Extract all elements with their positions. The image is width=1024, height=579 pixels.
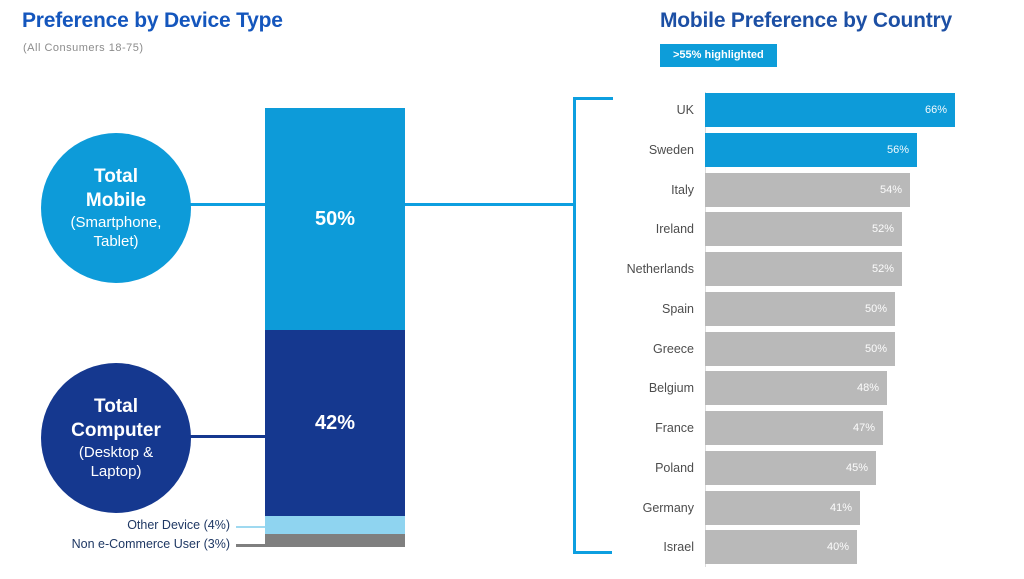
country-row-sweden: Sweden 56% [597,132,1024,167]
country-row-germany: Germany 41% [597,490,1024,525]
bracket-top-tick [573,97,613,100]
country-value-label: 54% [879,183,902,196]
country-bar: 52% [705,252,902,286]
other-device-label: Other Device (4%) [127,518,230,532]
country-bar: 48% [705,371,887,406]
country-row-italy: Italy 54% [597,172,1024,207]
country-bar: 40% [705,530,857,565]
country-bar-chart: UK 66% Sweden 56% Italy 54% Ireland 52% Netherla… [597,93,1024,565]
country-row-poland: Poland 45% [597,450,1024,485]
left-chart-title: Preference by Device Type [22,9,283,32]
country-row-ireland: Ireland 52% [597,212,1024,247]
bubble-line: Tablet) [93,233,139,250]
non-ecommerce-connector-line [236,544,268,547]
country-label: Israel [663,540,694,555]
stack-segment [265,516,405,534]
country-value-label: 56% [886,143,909,156]
country-value-label: 41% [829,501,852,514]
country-row-greece: Greece 50% [597,331,1024,366]
bubble-line: Mobile [85,190,147,211]
bubble-line: Laptop) [90,463,142,480]
left-chart-subtitle: (All Consumers 18-75) [23,42,144,54]
country-bar: 52% [705,212,902,247]
country-value-label: 50% [864,302,887,315]
country-value-label: 47% [852,422,875,434]
country-value-label: 50% [864,342,887,355]
computer-connector-line [190,435,267,438]
country-label: Netherlands [626,262,694,276]
country-bar: 50% [705,291,895,326]
segment-value-label: 42% [314,411,356,434]
bubble-line: Total [94,396,138,417]
country-bar: 66% [705,93,955,127]
country-label: Ireland [655,222,694,237]
stack-segment: 50% [265,108,405,330]
bracket-bottom-tick [573,551,612,554]
right-chart-title: Mobile Preference by Country [660,9,952,32]
country-bar: 56% [705,132,917,167]
total-computer-bubble: Total Computer (Desktop & Laptop) [41,363,191,513]
country-row-france: France 47% [597,411,1024,445]
country-label: Spain [662,301,694,316]
country-value-label: 40% [826,541,849,554]
highlight-legend-badge: >55% highlighted [660,44,777,67]
non-ecommerce-label: Non e-Commerce User (3%) [71,537,230,551]
country-label: Italy [671,182,694,197]
country-row-belgium: Belgium 48% [597,371,1024,406]
stack-segment [265,534,405,547]
country-bar: 41% [705,490,860,525]
stack-segment: 42% [265,330,405,516]
bracket-vertical-line [573,97,576,554]
country-label: Poland [655,460,694,475]
country-chart-axis-line [705,92,706,567]
bubble-line: Computer [71,420,161,441]
other-device-connector-line [236,526,268,528]
country-label: France [655,421,694,435]
bubble-line: (Desktop & [78,444,154,461]
country-value-label: 66% [924,104,947,116]
country-label: Belgium [648,381,694,396]
country-row-netherlands: Netherlands 52% [597,252,1024,286]
country-label: Germany [642,500,694,515]
country-bar: 45% [705,450,876,485]
country-bar: 54% [705,172,910,207]
country-row-spain: Spain 50% [597,291,1024,326]
country-value-label: 52% [871,223,894,236]
country-row-israel: Israel 40% [597,530,1024,565]
stacked-bar: 50% 42% [265,108,405,547]
bubble-line: Total [94,166,138,187]
country-bar: 50% [705,331,895,366]
country-row-uk: UK 66% [597,93,1024,127]
total-mobile-bubble: Total Mobile (Smartphone, Tablet) [41,133,191,283]
segment-value-label: 50% [314,207,356,230]
country-label: Sweden [648,142,694,157]
country-label: Greece [653,341,694,356]
country-value-label: 45% [845,461,868,474]
country-label: UK [676,103,694,117]
country-value-label: 52% [871,263,894,275]
bubble-line: (Smartphone, [70,214,162,231]
country-bar: 47% [705,411,883,445]
country-value-label: 48% [856,382,879,395]
